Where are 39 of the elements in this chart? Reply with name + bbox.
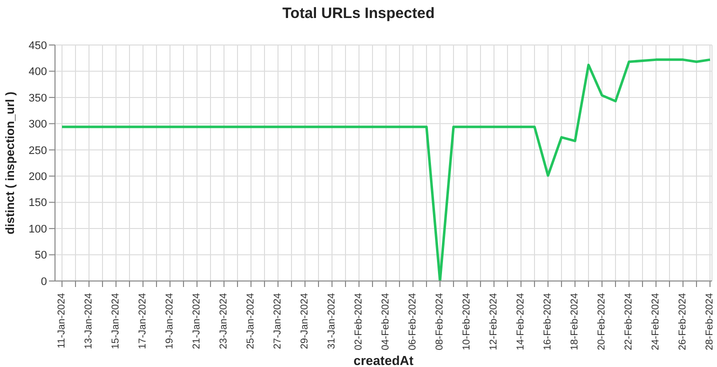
y-tick-label: 100 [28,223,47,236]
x-tick-label: 22-Feb-2024 [624,292,634,350]
y-tick-label: 450 [28,40,47,52]
x-tick-label: 20-Feb-2024 [596,292,608,350]
x-tick-label: 21-Jan-2024 [192,292,202,350]
x-tick-label: 25-Jan-2024 [246,292,256,350]
x-tick-label: 31-Jan-2024 [326,292,338,350]
x-tick-label: 14-Feb-2024 [516,292,526,350]
y-tick-label: 400 [28,66,47,78]
y-tick-label: 300 [28,118,47,131]
x-tick-label: 18-Feb-2024 [570,292,580,350]
y-tick-label: 0 [40,276,47,288]
x-tick-label: 28-Feb-2024 [704,292,716,350]
x-tick-label: 24-Feb-2024 [650,292,662,350]
y-tick-label: 250 [28,144,47,157]
x-tick-label: 04-Feb-2024 [380,292,392,350]
line-series [60,58,712,281]
x-axis-title: createdAt [354,353,414,367]
y-tick-label: 150 [28,197,47,210]
x-tick-label: 06-Feb-2024 [408,292,418,350]
y-tick-label: 200 [28,171,47,184]
x-tick-label: 19-Jan-2024 [164,292,176,350]
x-tick-label: 26-Feb-2024 [678,292,688,350]
x-tick-label: 02-Feb-2024 [354,292,364,350]
x-tick-label: 12-Feb-2024 [488,292,500,350]
x-tick-label: 08-Feb-2024 [434,292,446,350]
x-tick-label: 23-Jan-2024 [218,292,230,350]
x-tick-label: 17-Jan-2024 [138,292,148,350]
chart-title: Total URLs Inspected [281,4,436,24]
y-axis-title: distinct ( inspection_url ) [3,92,17,234]
x-tick-label: 13-Jan-2024 [84,292,94,350]
x-tick-label: 29-Jan-2024 [300,292,310,350]
y-tick-label: 350 [28,92,47,104]
x-tick-label: 10-Feb-2024 [462,292,472,350]
x-tick-label: 27-Jan-2024 [272,292,284,350]
y-tick-label: 50 [34,250,47,262]
x-tick-label: 16-Feb-2024 [542,292,554,350]
x-tick-label: 11-Jan-2024 [56,292,68,348]
x-tick-label: 15-Jan-2024 [110,292,122,350]
